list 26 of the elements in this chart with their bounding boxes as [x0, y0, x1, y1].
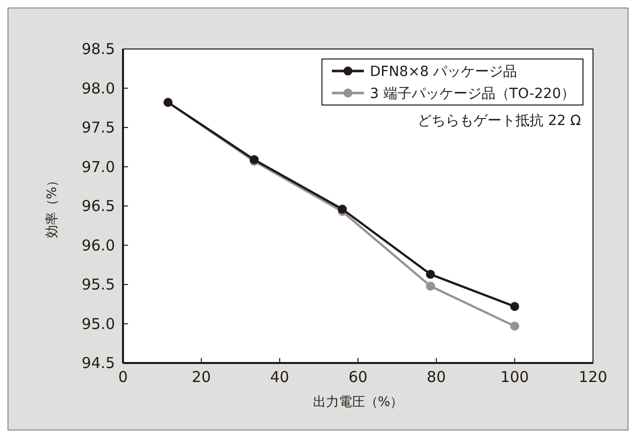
x-tick-label: 80: [426, 368, 446, 386]
y-tick-label: 95.5: [82, 276, 115, 294]
x-axis-title: 出力電圧（%）: [312, 395, 404, 410]
y-tick-label: 96.0: [82, 236, 115, 254]
y-tick-label: 98.0: [82, 79, 115, 98]
y-tick-label: 97.5: [82, 118, 115, 136]
y-tick-label: 96.5: [82, 197, 115, 215]
point: [338, 204, 347, 214]
y-axis-title: 効率（%）: [44, 174, 60, 238]
x-tick-label: 40: [270, 368, 290, 386]
annotation: どちらもゲート抵抗 22 Ω: [418, 113, 582, 129]
x-tick-label: 100: [500, 368, 529, 386]
legend-label: 3 端子パッケージ品（TO-220）: [370, 86, 575, 102]
legend-label: DFN8×8 パッケージ品: [370, 64, 518, 80]
x-tick-label: 120: [578, 368, 608, 386]
point: [426, 270, 435, 279]
point: [510, 302, 520, 311]
x-tick-label: 20: [192, 368, 211, 386]
y-tick-label: 95.0: [82, 314, 115, 333]
point: [426, 282, 435, 291]
x-tick-label: 0: [118, 368, 128, 386]
y-tick-label: 97.0: [82, 158, 115, 176]
point: [510, 322, 520, 331]
y-tick-label: 94.5: [82, 354, 115, 372]
x-tick-label: 60: [348, 368, 368, 386]
y-tick-label: 98.5: [82, 40, 115, 58]
